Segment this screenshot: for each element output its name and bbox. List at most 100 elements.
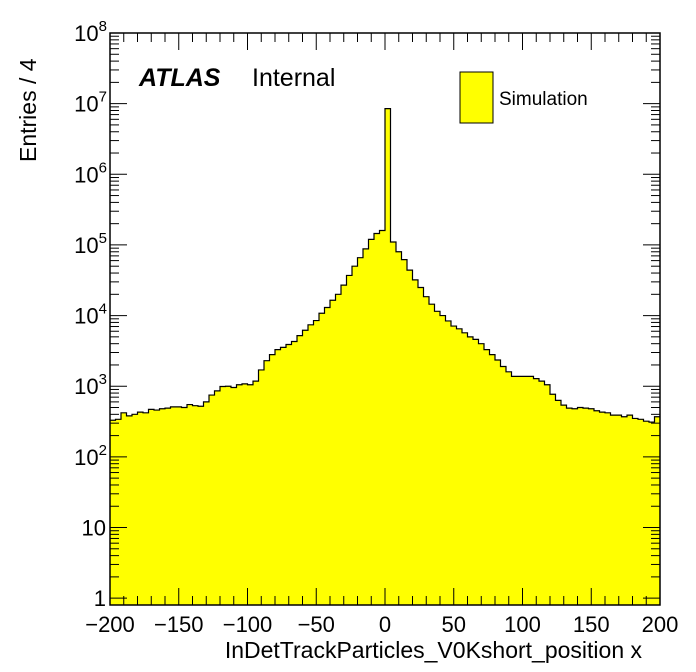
x-tick-label: −50 xyxy=(298,612,335,637)
histogram-bin xyxy=(253,381,259,605)
histogram-bin xyxy=(627,415,633,605)
histogram-bin xyxy=(297,335,303,605)
histogram-bin xyxy=(572,408,578,605)
y-tick-label: 108 xyxy=(74,18,107,46)
histogram-bin xyxy=(280,347,287,605)
x-tick-label: 0 xyxy=(379,612,391,637)
x-tick-label: 150 xyxy=(573,612,610,637)
y-tick-label: 103 xyxy=(74,371,107,399)
histogram-bin xyxy=(506,371,512,605)
x-tick-label: −100 xyxy=(223,612,273,637)
x-tick-label: 100 xyxy=(504,612,541,637)
y-tick-label: 10 xyxy=(82,516,106,541)
histogram-bin xyxy=(473,339,479,605)
histogram-bin xyxy=(544,384,551,605)
histogram-bin xyxy=(346,275,353,605)
histogram-bin xyxy=(616,415,622,605)
histogram-bin xyxy=(599,412,606,605)
x-axis-title: InDetTrackParticles_V0Kshort_position x xyxy=(225,637,643,663)
histogram-bin xyxy=(291,341,298,605)
y-axis-title: Entries / 4 xyxy=(15,58,41,162)
histogram-bin xyxy=(170,406,177,605)
histogram-bin xyxy=(198,406,204,605)
histogram-bin xyxy=(654,416,661,605)
histogram-bin xyxy=(192,405,199,605)
histogram-bin xyxy=(401,259,408,605)
histogram-bin xyxy=(632,418,639,605)
histogram-bin xyxy=(445,320,452,605)
histogram-bin xyxy=(649,422,655,605)
histogram-bin xyxy=(357,257,364,605)
histogram-bin xyxy=(566,408,573,605)
y-tick-labels: 1 10 102 103 104 105 106 107 108 xyxy=(74,18,107,611)
histogram-bin xyxy=(352,266,358,605)
histogram-bin xyxy=(462,332,468,605)
internal-label: Internal xyxy=(252,64,335,92)
histogram-bin xyxy=(478,343,485,605)
histogram-bin xyxy=(126,415,133,605)
histogram-bin xyxy=(390,242,397,605)
histogram-bin xyxy=(429,304,435,605)
histogram-bin xyxy=(209,395,215,605)
histogram-bin xyxy=(385,108,391,606)
histogram-bin xyxy=(363,248,369,605)
histogram-bin xyxy=(550,394,556,605)
histogram-bin xyxy=(500,366,507,605)
histogram-bin xyxy=(242,383,248,605)
y-tick-label: 106 xyxy=(74,159,107,187)
histogram-bin xyxy=(110,420,116,605)
histogram-bin xyxy=(577,407,584,605)
axis-ticks xyxy=(109,32,661,605)
x-tick-label: 50 xyxy=(442,612,466,637)
histogram-bin xyxy=(330,300,336,605)
histogram-bin xyxy=(489,354,496,605)
histogram-bin xyxy=(374,233,380,606)
histogram-bin xyxy=(214,390,221,605)
histogram-bin xyxy=(148,409,155,605)
histogram-bin xyxy=(495,360,501,605)
histogram-bin xyxy=(583,408,589,605)
histogram-bin xyxy=(412,279,419,605)
histogram-bin xyxy=(610,415,617,605)
histogram-bin xyxy=(396,251,402,605)
histogram-bin xyxy=(319,313,325,605)
histogram-bin xyxy=(561,405,567,605)
histogram-bin xyxy=(368,239,375,606)
histogram-bin xyxy=(423,296,430,605)
x-tick-label: 200 xyxy=(642,612,679,637)
histogram-bin xyxy=(467,336,474,605)
histogram-bin xyxy=(555,400,562,605)
histogram-bin xyxy=(324,307,331,605)
histogram-bin xyxy=(176,406,182,605)
histogram-bin xyxy=(588,408,595,605)
histogram-bin xyxy=(418,287,424,605)
histogram-bin xyxy=(313,320,320,605)
histogram-bin xyxy=(379,230,386,605)
histogram-outline xyxy=(110,108,660,423)
x-tick-label: −150 xyxy=(154,612,204,637)
histogram-bin xyxy=(275,349,281,605)
histogram-bin xyxy=(236,384,243,605)
histogram-bin xyxy=(522,376,529,605)
histogram-bin xyxy=(302,330,309,605)
histogram-bin xyxy=(137,412,144,605)
histogram-bin xyxy=(286,344,292,605)
histogram-bin xyxy=(594,410,600,605)
histogram-bin xyxy=(231,387,237,605)
histogram-bin xyxy=(165,408,171,605)
histogram-bin xyxy=(308,324,314,605)
y-tick-label: 1 xyxy=(94,586,106,611)
x-tick-labels: −200 −150 −100 −50 0 50 100 150 200 xyxy=(85,612,678,637)
y-tick-label: 105 xyxy=(74,230,107,258)
histogram-bin xyxy=(517,376,523,605)
histogram-bin xyxy=(484,349,490,605)
histogram-bin xyxy=(264,360,270,605)
atlas-label: ATLAS xyxy=(138,64,221,92)
histogram-bin xyxy=(269,354,276,605)
histogram-bin xyxy=(539,381,545,605)
histogram-bin xyxy=(187,404,193,605)
legend: Simulation xyxy=(459,71,588,124)
histogram-bin xyxy=(605,412,611,605)
x-tick-label: −200 xyxy=(85,612,135,637)
histogram-bin xyxy=(247,384,254,605)
